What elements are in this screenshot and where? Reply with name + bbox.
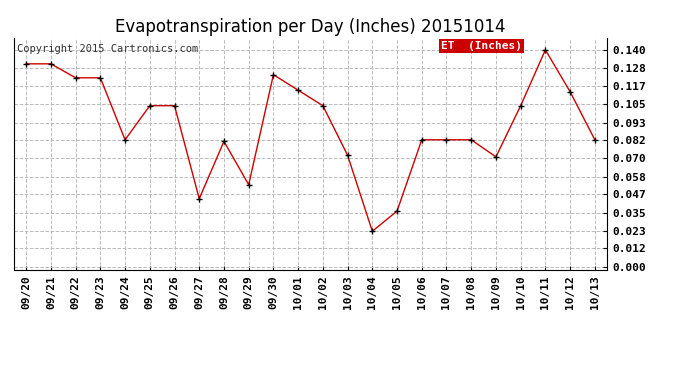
Text: ET  (Inches): ET (Inches) xyxy=(441,41,522,51)
Title: Evapotranspiration per Day (Inches) 20151014: Evapotranspiration per Day (Inches) 2015… xyxy=(115,18,506,36)
Text: Copyright 2015 Cartronics.com: Copyright 2015 Cartronics.com xyxy=(17,45,198,54)
